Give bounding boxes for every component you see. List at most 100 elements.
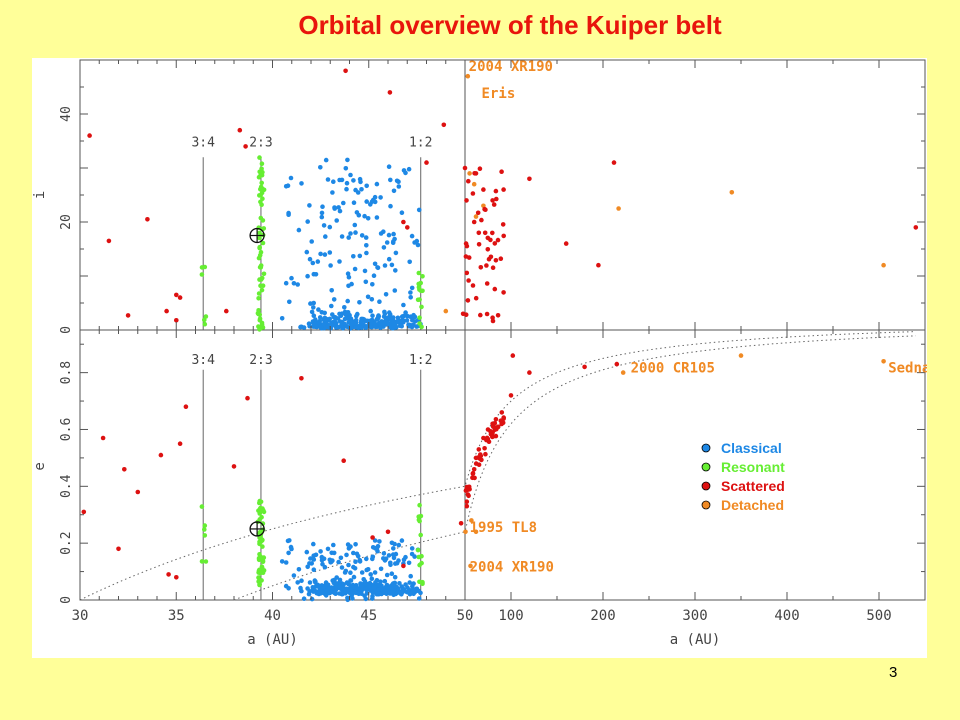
detached-point (468, 563, 473, 569)
scattered-point (563, 241, 569, 246)
classical-point (389, 571, 395, 576)
classical-point (383, 292, 389, 297)
scattered-point (478, 265, 484, 270)
resonant-point (417, 321, 422, 326)
resonant-point (259, 161, 265, 166)
scattered-point (481, 187, 486, 192)
classical-point (338, 555, 344, 561)
classical-point (353, 542, 358, 547)
resonant-point (258, 250, 264, 255)
resonant-point (257, 582, 262, 588)
page-number: 3 (889, 664, 898, 681)
classical-point (364, 199, 370, 204)
scattered-point (177, 441, 183, 447)
classical-point (389, 262, 395, 268)
resonant-point (260, 240, 266, 246)
classical-point (311, 553, 317, 558)
scattered-point (466, 484, 472, 490)
scattered-point (498, 418, 504, 424)
classical-point (337, 259, 342, 264)
classical-point (378, 195, 383, 200)
resonant-point (417, 579, 422, 585)
classical-point (305, 564, 311, 570)
object-annotation: 1995 TL8 (470, 520, 537, 536)
classical-point (353, 325, 359, 330)
resonant-point (415, 547, 421, 553)
classical-point (323, 234, 328, 239)
scattered-point (492, 286, 498, 292)
classical-point (387, 324, 393, 330)
resonance-label: 2:3 (249, 135, 272, 150)
detached-point (729, 190, 735, 195)
scattered-point (479, 217, 484, 223)
classical-point (358, 320, 364, 326)
scattered-point (125, 313, 131, 318)
classical-point (401, 168, 407, 173)
classical-point (363, 325, 369, 330)
resonant-point (260, 169, 265, 175)
resonant-point (257, 556, 263, 562)
classical-point (392, 574, 398, 580)
classical-point (414, 238, 420, 244)
classical-point (341, 200, 346, 206)
classical-point (299, 181, 304, 186)
resonance-label: 2:3 (249, 353, 272, 368)
classical-point (390, 315, 396, 320)
classical-point (374, 215, 380, 220)
resonant-point (202, 533, 208, 538)
classical-point (366, 318, 371, 324)
detached-point (465, 73, 471, 79)
classical-point (416, 596, 422, 601)
neptune-markers (249, 227, 265, 537)
classical-point (316, 307, 321, 312)
legend-marker (701, 481, 711, 491)
scattered-point (492, 241, 498, 246)
scattered-point (492, 421, 498, 426)
classical-point (389, 540, 395, 546)
classical-point (334, 218, 340, 223)
perihelion-curve-q30 (79, 331, 916, 601)
scattered-point (385, 529, 391, 535)
scattered-point (100, 435, 106, 441)
classical-point (370, 282, 375, 287)
classical-point (362, 268, 368, 274)
classical-point (308, 556, 313, 561)
scattered-point (166, 572, 171, 577)
scattered-point (476, 230, 482, 236)
classical-point (296, 227, 302, 233)
classical-point (409, 324, 415, 330)
classical-point (359, 187, 364, 192)
scattered-point (245, 395, 250, 401)
classical-point (382, 321, 388, 327)
scattered-point (466, 255, 472, 260)
resonant-point (202, 321, 208, 327)
classical-point (309, 239, 315, 244)
resonance-label: 1:2 (409, 135, 432, 150)
classical-point (312, 321, 318, 327)
classical-point (365, 294, 371, 300)
object-annotation: Eris (482, 86, 516, 102)
x-tick-label: 40 (264, 608, 281, 624)
scattered-point (466, 278, 471, 283)
classical-point (351, 574, 357, 580)
classical-point (406, 560, 412, 566)
classical-point (397, 581, 402, 586)
classical-point (343, 311, 348, 317)
resonant-point (256, 291, 262, 296)
classical-point (365, 567, 371, 572)
resonance-label: 3:4 (191, 353, 215, 368)
classical-point (305, 273, 310, 279)
classical-point (332, 206, 338, 211)
classical-point (393, 250, 399, 256)
classical-point (370, 593, 375, 599)
classical-point (343, 568, 349, 574)
classical-point (320, 204, 325, 209)
object-annotation: Sedna (888, 361, 927, 377)
classical-point (388, 562, 393, 568)
classical-point (332, 319, 338, 325)
scattered-point (490, 434, 496, 439)
classical-point (351, 550, 356, 556)
classical-point (386, 164, 392, 169)
resonant-point (256, 296, 261, 301)
classical-point (359, 588, 364, 593)
